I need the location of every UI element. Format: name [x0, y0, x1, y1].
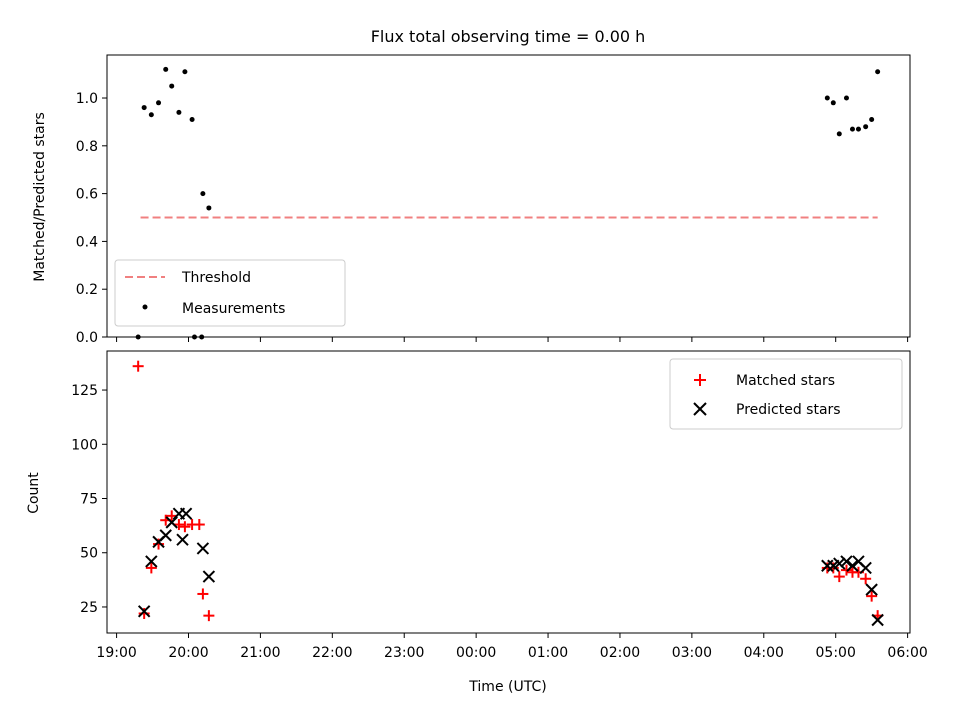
x-tick-label: 02:00 — [600, 645, 640, 661]
predicted-star-point — [165, 516, 178, 529]
legend-measurements-label: Measurements — [182, 301, 285, 317]
y-tick-label: 0.2 — [76, 282, 98, 298]
predicted-star-point — [196, 542, 210, 555]
measurement-point — [869, 117, 875, 123]
y-tick-label: 75 — [80, 492, 98, 508]
matched-star-point — [179, 521, 191, 533]
x-tick-label: 03:00 — [672, 645, 712, 661]
measurement-point — [148, 112, 154, 118]
y-tick-label: 25 — [80, 600, 98, 616]
measurement-point — [200, 191, 206, 197]
predicted-star-point — [179, 507, 193, 520]
y-tick-label: 0.0 — [76, 330, 98, 346]
measurement-point — [206, 205, 212, 211]
y-tick-label: 0.6 — [76, 187, 98, 203]
top-panel: Flux total observing time = 0.00 h Match… — [32, 27, 911, 346]
matched-star-point — [866, 590, 878, 602]
top-plot-area — [135, 66, 881, 340]
matched-star-point — [132, 360, 144, 372]
y-tick-label: 0.8 — [76, 139, 98, 155]
x-tick-label: 01:00 — [528, 645, 568, 661]
predicted-star-point — [137, 605, 151, 618]
bottom-panel: Count Time (UTC) 25 50 75 100 125 19:00 20:00… — [26, 350, 928, 695]
matched-star-point — [193, 519, 205, 531]
top-axes-frame — [106, 54, 911, 338]
measurement-point — [169, 83, 175, 89]
measurement-point — [156, 100, 162, 106]
measurement-point — [855, 126, 861, 132]
matched-star-point — [145, 562, 157, 574]
measurement-point — [824, 95, 830, 101]
bottom-y-axis-label: Count — [26, 472, 42, 514]
bottom-x-axis-label: Time (UTC) — [468, 679, 546, 695]
predicted-star-point — [176, 533, 189, 546]
measurement-point — [836, 131, 842, 137]
bottom-legend: Matched stars Predicted stars — [669, 358, 903, 430]
x-tick-label: 00:00 — [456, 645, 496, 661]
predicted-star-point — [871, 613, 884, 627]
matched-star-point — [197, 588, 209, 600]
legend-measurements-swatch — [142, 304, 148, 310]
bottom-legend-box — [669, 358, 903, 430]
matched-star-point — [203, 610, 215, 622]
measurement-point — [163, 66, 169, 72]
y-tick-label: 125 — [71, 383, 98, 399]
bottom-axes-frame — [106, 350, 911, 634]
measurement-point — [830, 100, 836, 106]
measurement-point — [849, 126, 855, 132]
matched-star-point — [860, 573, 872, 585]
y-tick-label: 1.0 — [76, 91, 98, 107]
top-y-axis-label: Matched/Predicted stars — [32, 112, 48, 282]
measurement-point — [843, 95, 849, 101]
predicted-star-point — [159, 529, 172, 542]
measurement-point — [875, 69, 881, 75]
bottom-x-ticks: 19:00 20:00 21:00 22:00 23:00 00:00 01:00 02:00… — [96, 633, 928, 661]
measurement-point — [176, 109, 182, 115]
y-tick-label: 100 — [71, 437, 98, 453]
x-tick-label: 23:00 — [384, 645, 424, 661]
predicted-star-point — [145, 555, 158, 568]
matched-star-point — [840, 564, 852, 576]
x-tick-label: 04:00 — [744, 645, 784, 661]
x-tick-label: 05:00 — [816, 645, 856, 661]
legend-matched-label: Matched stars — [736, 373, 835, 389]
legend-threshold-label: Threshold — [181, 270, 251, 286]
measurement-point — [141, 105, 147, 111]
top-x-ticks — [116, 337, 909, 342]
legend-predicted-swatch — [693, 402, 707, 416]
y-tick-label: 0.4 — [76, 234, 98, 250]
top-y-ticks: 0.0 0.2 0.4 0.6 0.8 1.0 — [76, 91, 107, 346]
legend-predicted-label: Predicted stars — [736, 402, 841, 418]
bottom-y-ticks: 25 50 75 100 125 — [71, 383, 107, 616]
predicted-star-point — [859, 561, 872, 575]
measurement-point — [863, 124, 869, 130]
x-tick-label: 20:00 — [168, 645, 208, 661]
matched-star-point — [833, 571, 845, 583]
y-tick-label: 50 — [80, 546, 98, 562]
measurement-point — [182, 69, 188, 75]
predicted-star-point — [840, 555, 853, 568]
x-tick-label: 21:00 — [240, 645, 280, 661]
top-legend: Threshold Measurements — [114, 259, 346, 327]
x-tick-label: 06:00 — [887, 645, 927, 661]
top-chart-title: Flux total observing time = 0.00 h — [371, 27, 646, 46]
x-tick-label: 22:00 — [312, 645, 352, 661]
bottom-plot-area — [132, 360, 884, 627]
legend-matched-swatch — [694, 374, 706, 386]
x-tick-label: 19:00 — [96, 645, 136, 661]
predicted-star-point — [833, 557, 846, 570]
predicted-star-point — [202, 570, 216, 583]
measurement-point — [189, 117, 195, 123]
matched-star-point — [138, 607, 150, 619]
top-legend-box — [114, 259, 346, 327]
predicted-star-point — [846, 559, 859, 572]
matched-star-point — [153, 538, 165, 550]
predicted-star-point — [865, 583, 878, 596]
